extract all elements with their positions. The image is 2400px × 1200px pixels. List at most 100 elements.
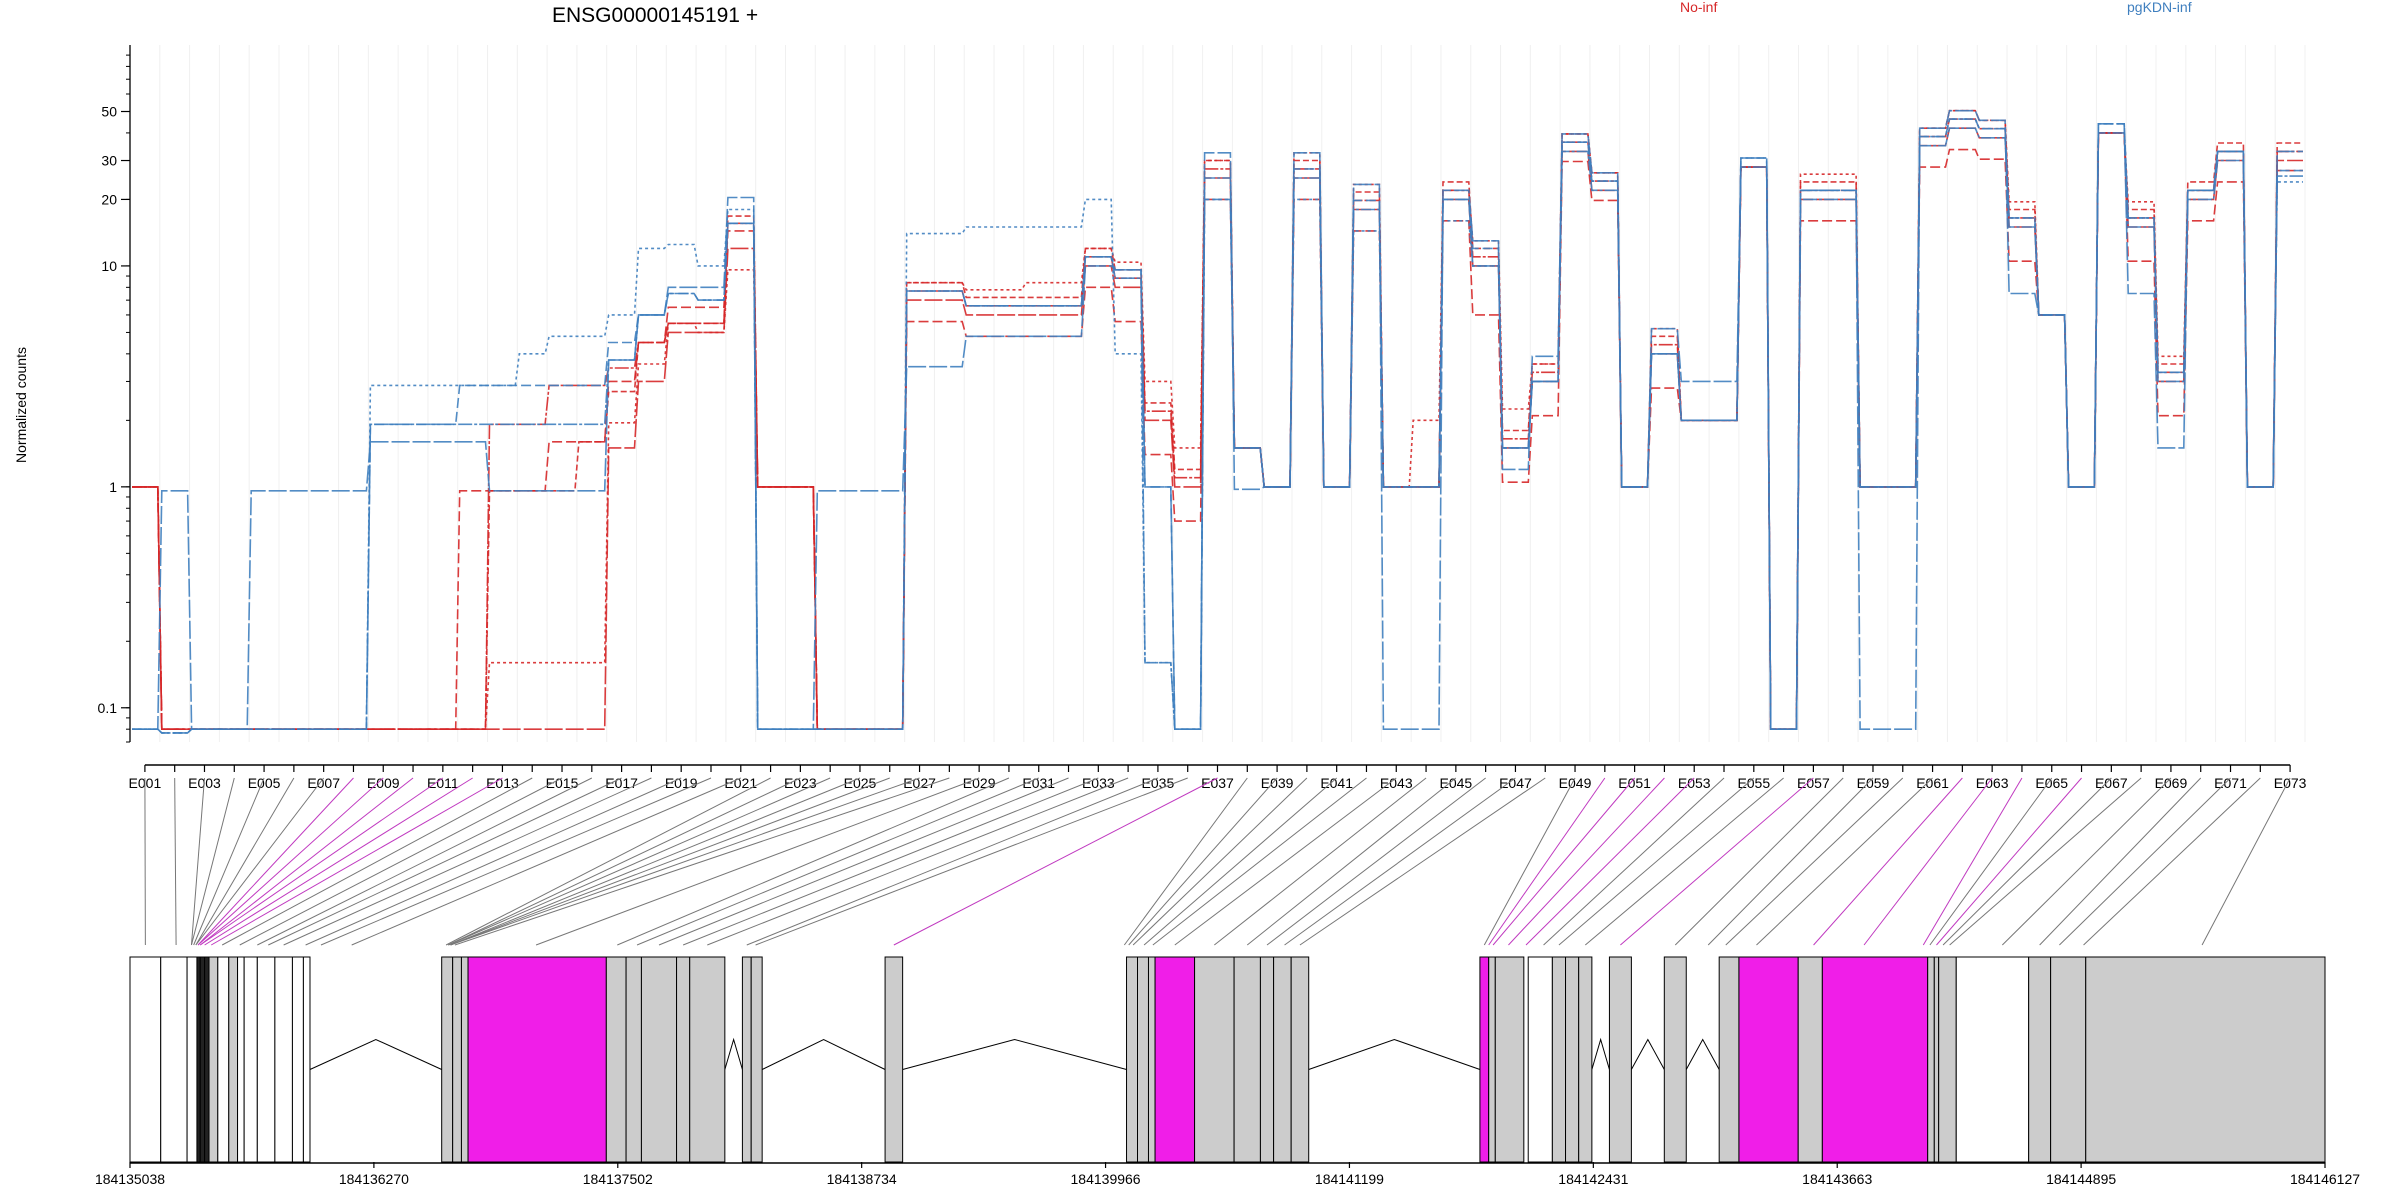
exon-connector (448, 777, 801, 946)
exon-connector (320, 777, 712, 946)
exon-connector (2001, 777, 2172, 946)
exon-connector (746, 777, 1159, 946)
genome-tick-label: 184139966 (1071, 1171, 1141, 1187)
y-tick-label: 10 (101, 258, 117, 274)
exon-connector (1483, 777, 1576, 946)
x-tick-label: E009 (367, 775, 400, 791)
x-tick-label: E061 (1916, 775, 1949, 791)
exon-connector (1620, 777, 1814, 946)
exon-block (1565, 956, 1580, 1163)
x-tick-label: E055 (1737, 775, 1770, 791)
exon-connector (682, 777, 1099, 946)
exon-block (237, 956, 245, 1163)
exon-block (1797, 956, 1823, 1163)
exon-connector (197, 777, 354, 946)
x-tick-label: E017 (605, 775, 638, 791)
exon-block (1194, 956, 1235, 1163)
genome-tick-label: 184141199 (1315, 1171, 1384, 1187)
exon-connector (195, 777, 295, 946)
y-axis: 0.1 1 10 20 30 50 (98, 45, 131, 743)
exon-connector (1299, 777, 1546, 946)
y-tick-label: 30 (101, 153, 117, 169)
exon-connector (636, 777, 1039, 946)
exon-block (1479, 956, 1490, 1163)
exon-connector (204, 777, 473, 946)
exon-connector (193, 777, 265, 946)
exon-connector (2059, 777, 2231, 946)
exon-connector (1929, 777, 2053, 946)
exon-connector (1813, 777, 1963, 946)
exon-block (1663, 956, 1687, 1163)
exon-block (1527, 956, 1553, 1163)
y-tick-label: 0.1 (98, 700, 118, 716)
x-tick-label: E043 (1380, 775, 1413, 791)
exon-connector (2083, 777, 2261, 946)
exon-block (1821, 956, 1929, 1163)
y-tick-label: 20 (101, 191, 117, 207)
exon-block (1494, 956, 1525, 1163)
grid-layer (129, 45, 2306, 742)
exon-block (243, 956, 258, 1163)
exon-connector (535, 777, 980, 946)
exon-block (1551, 956, 1567, 1163)
exon-connector (1152, 777, 1367, 946)
x-tick-label: E029 (963, 775, 996, 791)
genome-tick-label: 184138734 (827, 1171, 897, 1187)
exon-block (884, 956, 904, 1163)
exon-connector (1246, 777, 1457, 946)
intron (1630, 1038, 1665, 1070)
exon-connector (239, 777, 563, 946)
exon-connector (1674, 777, 1844, 946)
exon-block (1290, 956, 1310, 1163)
exon-connector (1488, 777, 1606, 946)
intron (309, 1038, 442, 1070)
genome-tick-label: 184136270 (339, 1171, 409, 1187)
series-layer (132, 109, 2303, 734)
exon-connector (305, 777, 682, 946)
gene-model (129, 956, 2326, 1163)
genome-tick-label: 184146127 (2290, 1171, 2360, 1187)
legend-no-inf: No-inf (1680, 0, 1717, 15)
exon-connector (1863, 777, 1993, 946)
x-tick-label: E015 (546, 775, 579, 791)
x-tick-label: E013 (486, 775, 519, 791)
intron (1308, 1038, 1481, 1070)
y-tick-label: 1 (109, 479, 117, 495)
exon-connector (707, 777, 1129, 946)
exon-connector (1266, 777, 1486, 946)
exon-connector (893, 777, 1218, 946)
exon-connector (450, 777, 890, 946)
exon-connector (454, 777, 950, 946)
y-axis-label: Normalized counts (13, 347, 29, 463)
exon-connector (1756, 777, 1933, 946)
exon-block (1488, 956, 1496, 1163)
exon-connector (1132, 777, 1308, 946)
exon-connector (2039, 777, 2202, 946)
exon-block (291, 956, 304, 1163)
genome-tick-label: 184137502 (583, 1171, 653, 1187)
exon-connector (1707, 777, 1874, 946)
genome-tick-label: 184143663 (1802, 1171, 1872, 1187)
exon-block (186, 956, 198, 1163)
exon-block (1233, 956, 1261, 1163)
exon-connector (283, 777, 652, 946)
exon-block (1718, 956, 1740, 1163)
x-axis: E001 E003 E005 E007 E009 E011 E013 E015 E017 E019… (129, 764, 2307, 791)
exon-connector (1214, 777, 1427, 946)
exon-block (640, 956, 678, 1163)
chart-title: ENSG00000145191 + (552, 4, 758, 27)
x-tick-label: E069 (2155, 775, 2188, 791)
exon-connector (1584, 777, 1784, 946)
exon-block (625, 956, 642, 1163)
exon-block (1154, 956, 1196, 1163)
genome-axis: 184135038 184136270 184137502 184138734 1841… (95, 1162, 2360, 1187)
x-tick-label: E041 (1320, 775, 1353, 791)
exon-connector (1284, 777, 1516, 946)
x-tick-label: E051 (1618, 775, 1651, 791)
exon-block (441, 956, 454, 1163)
intron (1591, 1037, 1610, 1070)
exon-block (2028, 956, 2052, 1163)
exon-connector (445, 777, 771, 946)
series-line-5 (132, 109, 2303, 730)
exon-connector (617, 777, 1010, 946)
